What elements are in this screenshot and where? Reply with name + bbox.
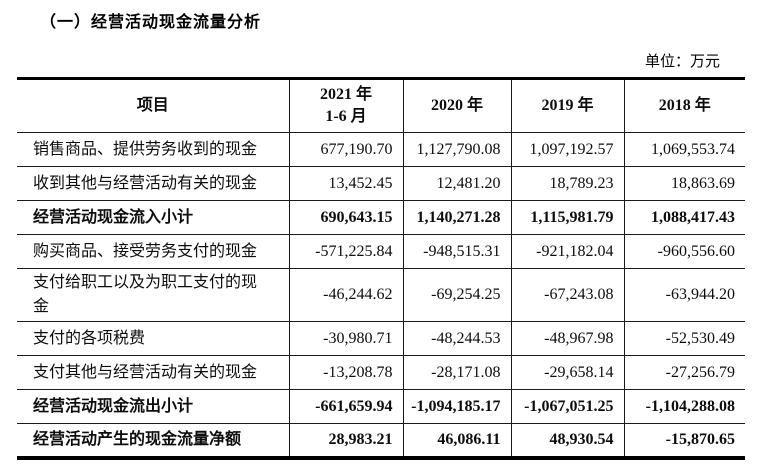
cell-value: -15,870.65 (623, 423, 745, 458)
table-row: 购买商品、接受劳务支付的现金 -571,225.84 -948,515.31 -… (17, 234, 745, 269)
table-row: 支付给职工以及为职工支付的现金 -46,244.62 -69,254.25 -6… (17, 268, 745, 322)
cell-value: -960,556.60 (623, 234, 745, 269)
cell-value: -921,182.04 (510, 234, 624, 269)
cell-value: 28,983.21 (288, 423, 403, 458)
row-label: 销售商品、提供劳务收到的现金 (17, 132, 289, 167)
row-label: 经营活动现金流入小计 (17, 200, 289, 235)
cell-value: -69,254.25 (402, 268, 511, 322)
cell-value: -30,980.71 (288, 321, 403, 356)
cell-value: -48,967.98 (510, 321, 624, 356)
cell-value: 18,863.69 (623, 166, 745, 201)
cell-value: -29,658.14 (510, 355, 624, 390)
row-label: 经营活动产生的现金流量净额 (17, 423, 289, 458)
cash-flow-table: 项目 2021 年 1-6 月 2020 年 2019 年 2018 年 销售商… (17, 77, 745, 460)
cell-value: -27,256.79 (623, 355, 745, 390)
cell-value: -63,944.20 (623, 268, 745, 322)
cell-value: 677,190.70 (288, 132, 403, 167)
cell-value: 1,115,981.79 (510, 200, 624, 235)
row-label: 支付的各项税费 (17, 321, 289, 356)
cell-value: -67,243.08 (510, 268, 624, 322)
cell-value: -1,094,185.17 (402, 389, 511, 424)
cell-value: -13,208.78 (288, 355, 403, 390)
row-label: 经营活动现金流出小计 (17, 389, 289, 424)
cell-value: 1,097,192.57 (510, 132, 624, 167)
cell-value: -52,530.49 (623, 321, 745, 356)
header-2020: 2020 年 (402, 78, 511, 133)
cell-value: 48,930.54 (510, 423, 624, 458)
unit-label: 单位：万元 (644, 54, 720, 70)
header-item: 项目 (17, 78, 289, 133)
table-header-row: 项目 2021 年 1-6 月 2020 年 2019 年 2018 年 (17, 78, 745, 133)
cell-value: -46,244.62 (288, 268, 403, 322)
row-label: 收到其他与经营活动有关的现金 (17, 166, 289, 201)
cell-value: 46,086.11 (402, 423, 511, 458)
cell-value: -948,515.31 (402, 234, 511, 269)
cell-value: -48,244.53 (402, 321, 511, 356)
cell-value: 12,481.20 (402, 166, 511, 201)
header-2018: 2018 年 (623, 78, 745, 133)
cell-value: 1,127,790.08 (402, 132, 511, 167)
header-2019: 2019 年 (510, 78, 624, 133)
table-row: 支付其他与经营活动有关的现金 -13,208.78 -28,171.08 -29… (17, 355, 745, 390)
table-row: 收到其他与经营活动有关的现金 13,452.45 12,481.20 18,78… (17, 166, 745, 201)
cell-value: -1,104,288.08 (623, 389, 745, 424)
cell-value: -28,171.08 (402, 355, 511, 390)
cell-value: -661,659.94 (288, 389, 403, 424)
section-title: （一）经营活动现金流量分析 (40, 14, 262, 31)
table-row: 销售商品、提供劳务收到的现金 677,190.70 1,127,790.08 1… (17, 132, 745, 167)
cell-value: -571,225.84 (288, 234, 403, 269)
table-row: 支付的各项税费 -30,980.71 -48,244.53 -48,967.98… (17, 321, 745, 356)
table-row-net-cashflow: 经营活动产生的现金流量净额 28,983.21 46,086.11 48,930… (17, 423, 745, 458)
table-row-subtotal-outflow: 经营活动现金流出小计 -661,659.94 -1,094,185.17 -1,… (17, 389, 745, 424)
row-label: 支付其他与经营活动有关的现金 (17, 355, 289, 390)
cell-value: 1,140,271.28 (402, 200, 511, 235)
header-2021-h1: 2021 年 1-6 月 (288, 78, 403, 133)
cell-value: 690,643.15 (288, 200, 403, 235)
row-label: 购买商品、接受劳务支付的现金 (17, 234, 289, 269)
cell-value: -1,067,051.25 (510, 389, 624, 424)
cell-value: 1,088,417.43 (623, 200, 745, 235)
row-label: 支付给职工以及为职工支付的现金 (17, 268, 289, 322)
cell-value: 1,069,553.74 (623, 132, 745, 167)
cell-value: 18,789.23 (510, 166, 624, 201)
cell-value: 13,452.45 (288, 166, 403, 201)
table-row-subtotal-inflow: 经营活动现金流入小计 690,643.15 1,140,271.28 1,115… (17, 200, 745, 235)
